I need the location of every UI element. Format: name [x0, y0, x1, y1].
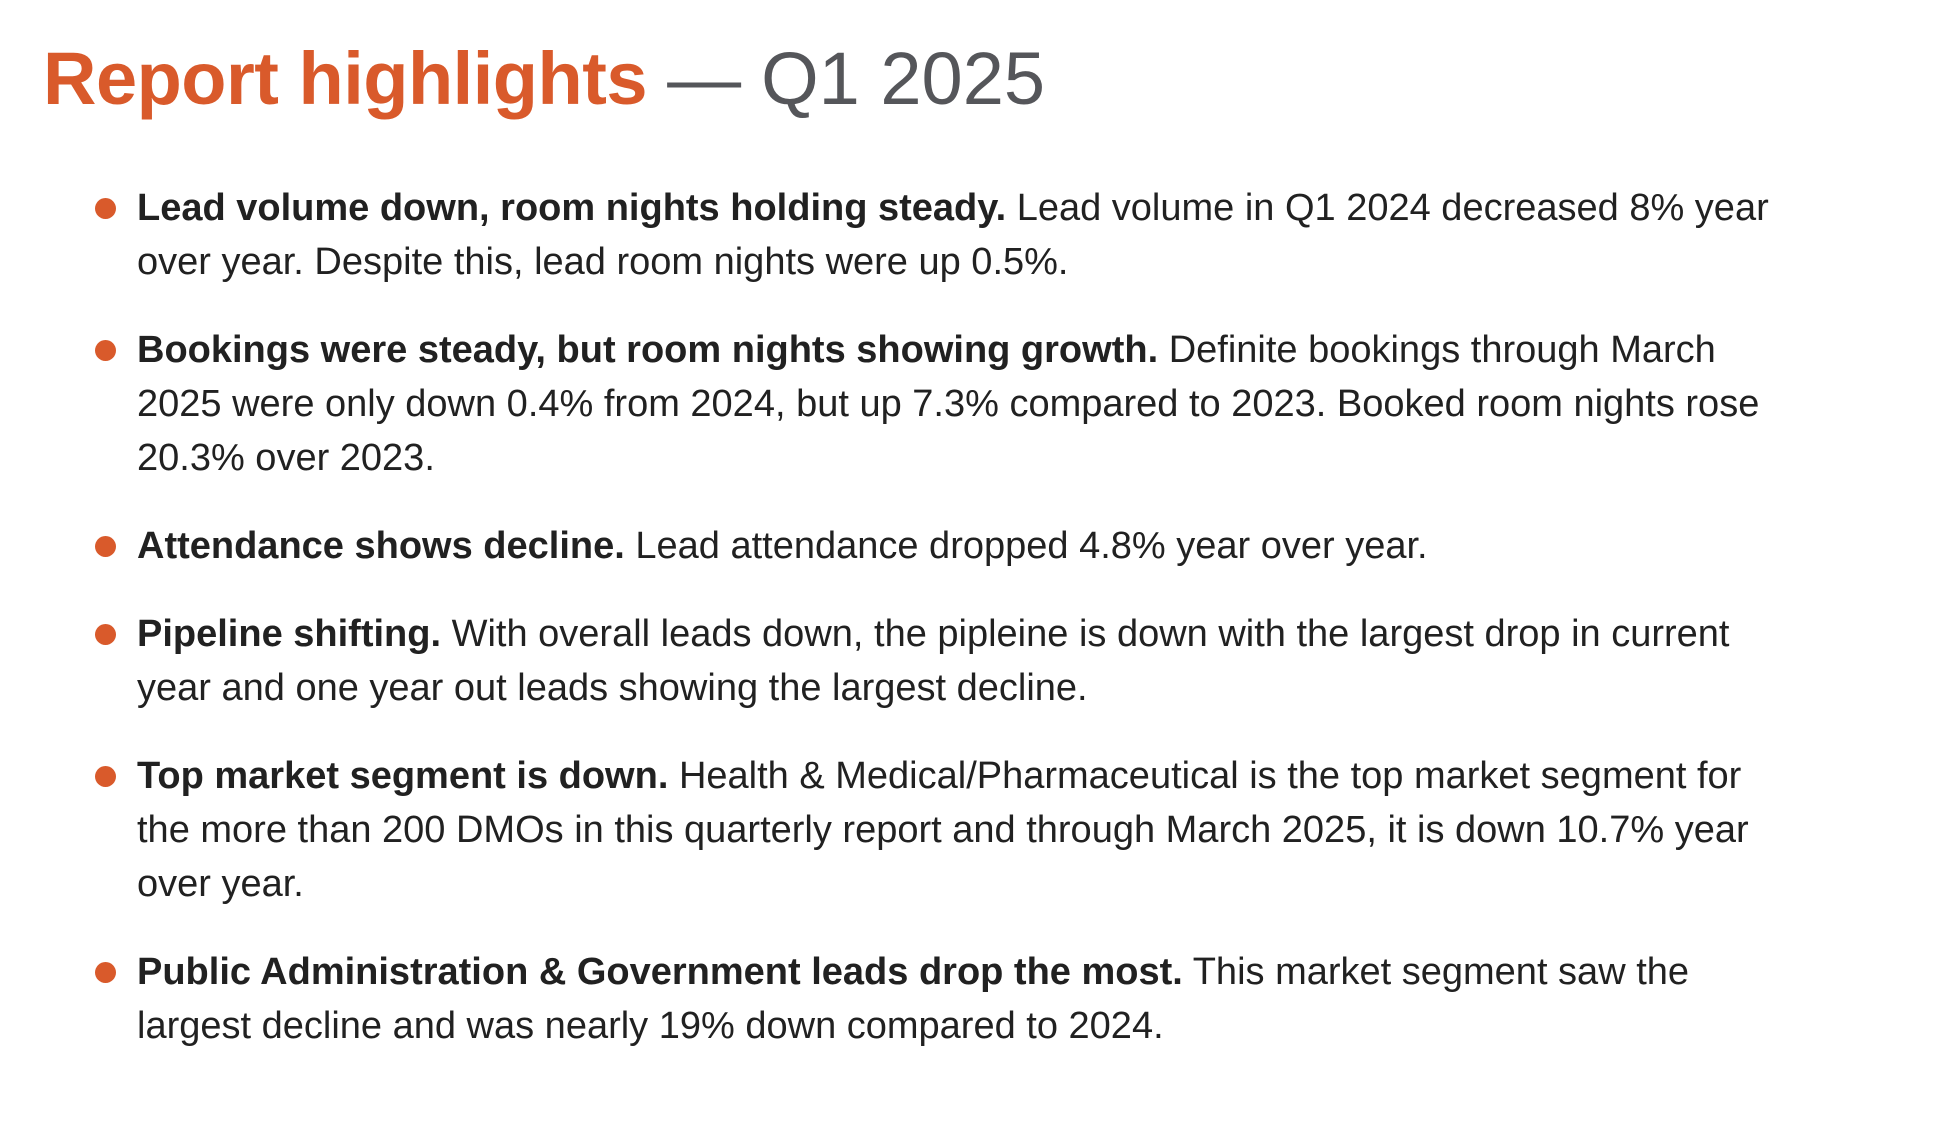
bullet-icon [95, 340, 116, 362]
highlight-lead: Bookings were steady, but room nights sh… [137, 329, 1159, 372]
highlight-lead: Lead volume down, room nights holding st… [137, 187, 1007, 230]
highlight-body: Definite bookings through March 2025 wer… [137, 329, 1760, 480]
highlight-body: With overall leads down, the pipleine is… [137, 613, 1730, 710]
highlight-lead: Public Administration & Government leads… [137, 951, 1183, 994]
highlight-body: Lead attendance dropped 4.8% year over y… [635, 525, 1428, 568]
highlight-text: Public Administration & Government leads… [137, 945, 1799, 1053]
highlight-lead: Attendance shows decline. [137, 525, 625, 568]
highlight-body: This market segment saw the largest decl… [137, 951, 1690, 1048]
highlight-body: Health & Medical/Pharmaceutical is the t… [137, 755, 1749, 906]
bullet-icon [95, 766, 116, 788]
page-title: Report highlights — Q1 2025 [43, 36, 1900, 121]
highlight-text: Top market segment is down. Health & Med… [137, 749, 1799, 911]
highlight-item: Top market segment is down. Health & Med… [95, 749, 1900, 911]
highlights-list: Lead volume down, room nights holding st… [95, 181, 1900, 1053]
bullet-icon [95, 624, 116, 646]
highlight-text: Bookings were steady, but room nights sh… [137, 323, 1799, 485]
page-title-main: Report highlights [43, 37, 648, 120]
highlight-lead: Pipeline shifting. [137, 613, 442, 656]
page-title-separator: — [667, 37, 742, 120]
page-title-period: Q1 2025 [761, 37, 1046, 120]
highlight-item: Pipeline shifting. With overall leads do… [95, 607, 1900, 715]
highlight-text: Lead volume down, room nights holding st… [137, 181, 1799, 289]
highlight-body: Lead volume in Q1 2024 decreased 8% year… [137, 187, 1769, 284]
highlight-item: Public Administration & Government leads… [95, 945, 1900, 1053]
bullet-icon [95, 962, 116, 984]
highlight-text: Attendance shows decline. Lead attendanc… [137, 519, 1799, 573]
highlight-item: Bookings were steady, but room nights sh… [95, 323, 1900, 485]
highlight-item: Attendance shows decline. Lead attendanc… [95, 519, 1900, 573]
bullet-icon [95, 536, 116, 558]
bullet-icon [95, 198, 116, 220]
highlight-lead: Top market segment is down. [137, 755, 669, 798]
highlight-item: Lead volume down, room nights holding st… [95, 181, 1900, 289]
highlight-text: Pipeline shifting. With overall leads do… [137, 607, 1799, 715]
